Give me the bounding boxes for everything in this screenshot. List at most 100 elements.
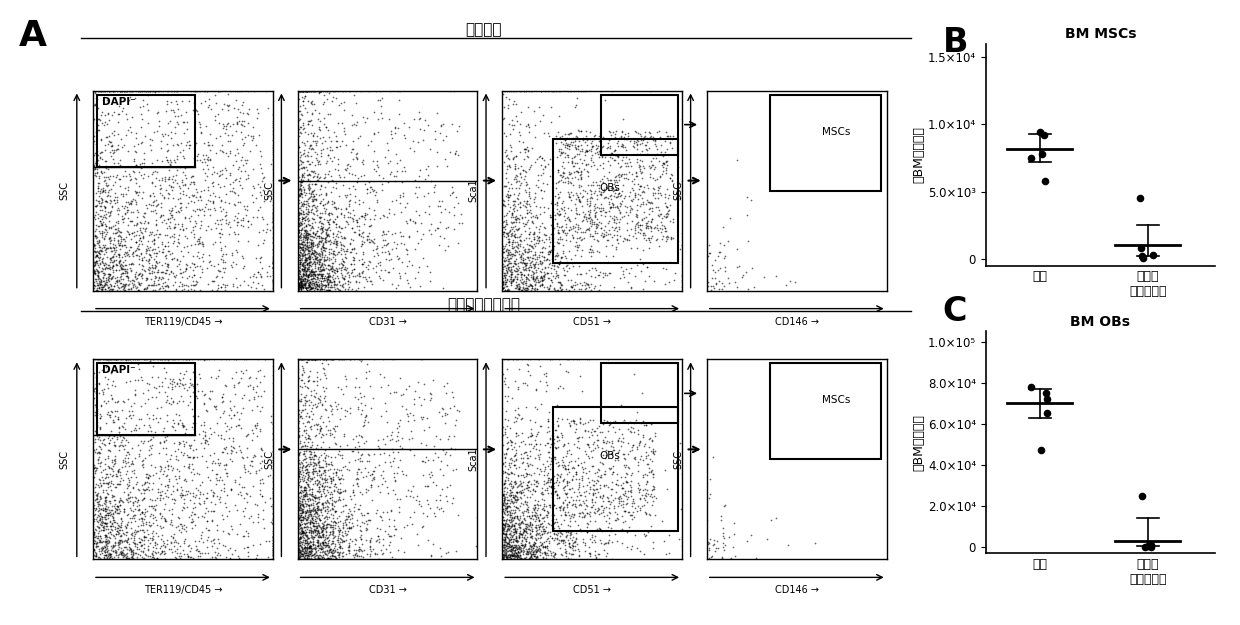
Point [312, 234, 332, 244]
Point [290, 278, 310, 288]
Point [505, 259, 525, 269]
Point [296, 226, 316, 236]
Point [263, 232, 283, 242]
Point [295, 250, 315, 260]
Point [511, 518, 531, 528]
Point [300, 260, 320, 270]
Point [501, 270, 521, 280]
Point [94, 498, 114, 508]
Point [559, 418, 579, 428]
Point [334, 501, 353, 511]
Point [172, 505, 192, 515]
Point [300, 542, 320, 552]
Point [534, 282, 554, 292]
Point [492, 549, 512, 559]
Point [332, 469, 352, 479]
Point [234, 511, 254, 521]
Point [563, 221, 583, 231]
Point [304, 229, 324, 239]
Point [358, 86, 378, 96]
Point [495, 494, 515, 504]
Point [289, 279, 309, 289]
Point [614, 114, 634, 124]
Point [505, 196, 525, 206]
Point [342, 513, 362, 523]
Point [226, 474, 246, 484]
Point [557, 366, 577, 376]
Point [642, 160, 662, 170]
Point [601, 469, 621, 479]
Point [494, 276, 513, 286]
Point [672, 241, 692, 251]
Point [193, 355, 213, 365]
Point [151, 402, 171, 412]
Point [208, 283, 228, 293]
Point [584, 131, 604, 141]
Point [86, 462, 105, 472]
Point [370, 487, 389, 497]
Point [315, 136, 335, 146]
Point [605, 416, 625, 426]
Point [332, 256, 352, 266]
Point [83, 461, 103, 471]
Point [102, 505, 122, 515]
Point [361, 480, 381, 490]
Point [363, 214, 383, 224]
Point [324, 504, 343, 514]
Point [645, 510, 665, 520]
Point [301, 499, 321, 509]
Point [263, 488, 283, 498]
Point [326, 203, 346, 213]
Point [560, 529, 580, 539]
Point [293, 519, 312, 529]
Point [590, 189, 610, 199]
Point [86, 548, 105, 558]
Point [115, 461, 135, 471]
Point [136, 506, 156, 516]
Point [516, 468, 536, 478]
Point [657, 184, 677, 194]
Point [506, 282, 526, 292]
Point [306, 507, 326, 517]
Point [89, 152, 109, 162]
Point [94, 554, 114, 564]
Point [161, 157, 181, 167]
Point [87, 250, 107, 260]
Point [100, 406, 120, 416]
Point [112, 519, 131, 529]
Point [244, 394, 264, 404]
Point [522, 524, 542, 534]
Point [580, 180, 600, 190]
Point [167, 241, 187, 251]
Point [503, 553, 523, 563]
Point [513, 249, 533, 259]
Point [300, 267, 320, 277]
Point [332, 244, 352, 254]
Point [584, 480, 604, 490]
Point [109, 239, 129, 249]
Point [91, 266, 110, 276]
Point [125, 516, 145, 526]
Point [310, 543, 330, 553]
Point [526, 478, 546, 488]
Point [303, 466, 322, 476]
Point [206, 90, 226, 100]
Point [98, 549, 118, 559]
Point [538, 203, 558, 213]
Point [347, 473, 367, 483]
Point [495, 534, 515, 544]
Point [451, 209, 471, 219]
Point [503, 418, 523, 428]
Point [352, 539, 372, 549]
Point [308, 545, 327, 555]
Point [584, 219, 604, 229]
Point [609, 222, 629, 232]
Point [155, 432, 175, 442]
Point [358, 485, 378, 495]
Point [141, 430, 161, 440]
Point [304, 269, 324, 279]
Point [573, 534, 593, 544]
Point [247, 401, 267, 411]
Point [135, 508, 155, 518]
Point [567, 467, 587, 477]
